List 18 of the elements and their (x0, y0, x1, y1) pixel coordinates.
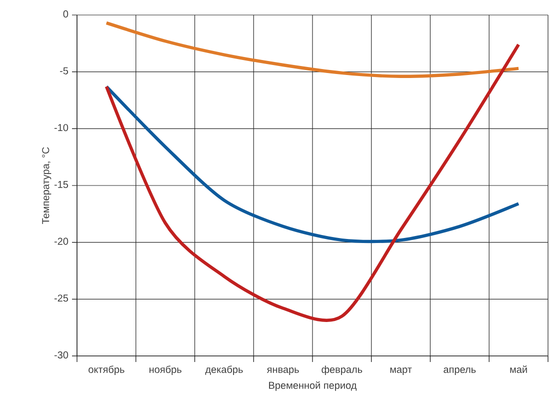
y-tick-label: -25 (54, 294, 68, 302)
x-tick-label: февраль (322, 366, 362, 375)
y-tick-label: -30 (54, 351, 68, 358)
y-tick-label: -10 (54, 124, 68, 132)
y-axis-title: Температура, °С (42, 147, 52, 224)
x-tick-label: декабрь (205, 366, 243, 375)
x-tick-label: май (510, 365, 527, 374)
y-tick-label: 0 (63, 10, 68, 18)
line-series (104, 21, 520, 78)
x-tick-label: январь (266, 368, 299, 375)
x-tick-label: март (390, 368, 412, 375)
x-axis-title: Временной период (269, 381, 357, 391)
y-tick-label: -15 (54, 181, 68, 188)
y-tick-label: -20 (54, 238, 68, 245)
x-tick-label: ноябрь (150, 366, 182, 375)
x-tick-label: апрель (444, 368, 476, 375)
y-tick-label: -5 (60, 67, 68, 74)
x-tick-label: октябрь (88, 366, 124, 375)
